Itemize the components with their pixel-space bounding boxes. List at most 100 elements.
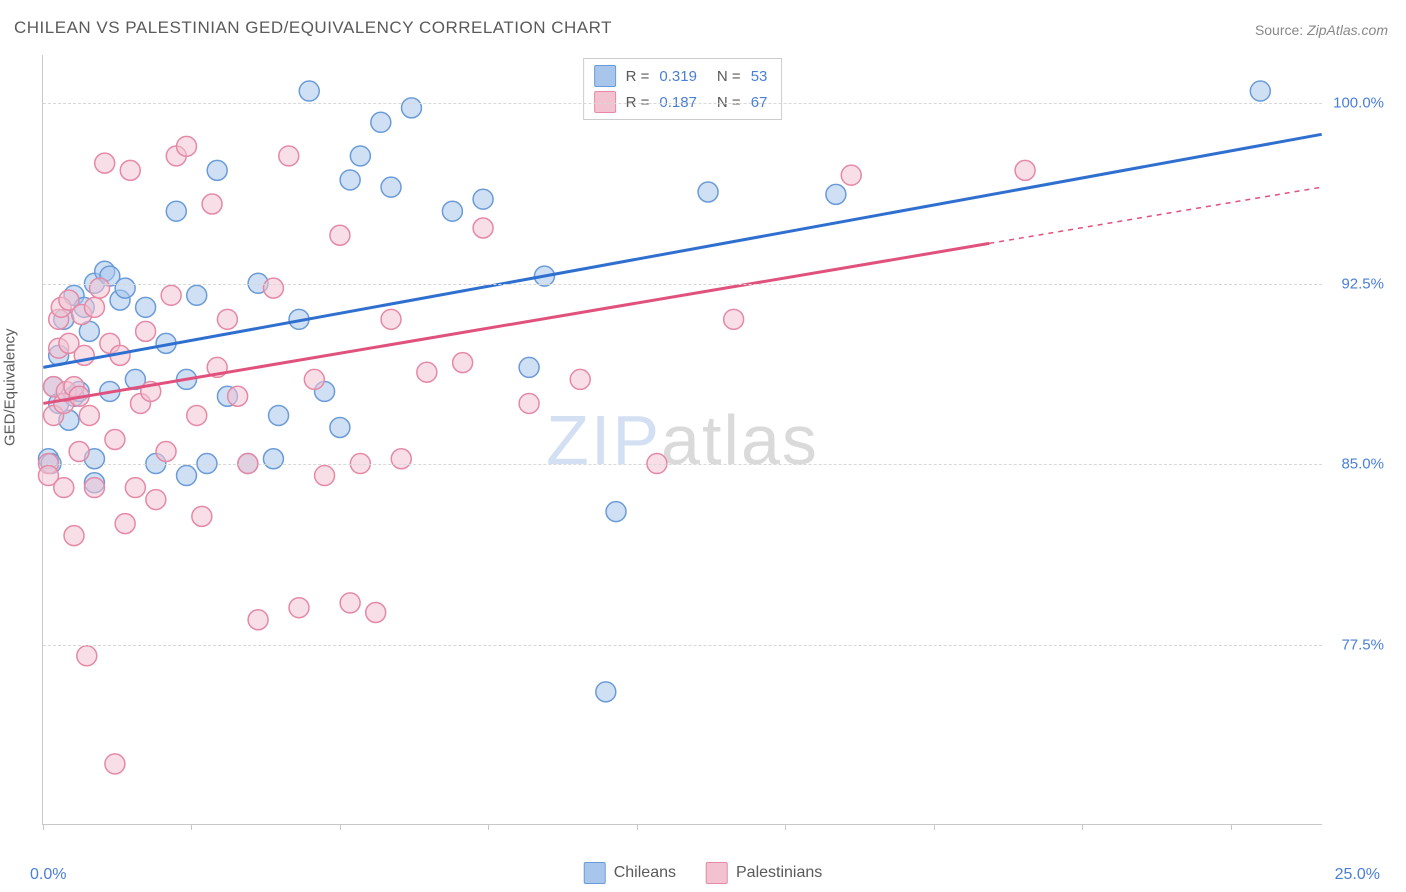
legend-series-label: Palestinians <box>736 864 822 882</box>
y-tick-label: 77.5% <box>1341 636 1384 653</box>
scatter-point <box>442 201 462 221</box>
scatter-point <box>304 369 324 389</box>
scatter-point <box>315 466 335 486</box>
scatter-point <box>330 225 350 245</box>
x-tick <box>191 824 192 830</box>
legend-swatch <box>706 862 728 884</box>
gridline <box>43 103 1322 104</box>
x-tick <box>785 824 786 830</box>
legend-swatch <box>594 91 616 113</box>
scatter-point <box>841 165 861 185</box>
scatter-point <box>105 430 125 450</box>
gridline <box>43 645 1322 646</box>
scatter-point <box>69 442 89 462</box>
scatter-point <box>366 603 386 623</box>
scatter-point <box>724 309 744 329</box>
legend-n-label: N = <box>717 68 741 85</box>
scatter-point <box>519 393 539 413</box>
scatter-point <box>330 417 350 437</box>
scatter-point <box>207 160 227 180</box>
scatter-point <box>299 81 319 101</box>
scatter-point <box>350 146 370 166</box>
legend-r-value: 0.319 <box>659 68 697 85</box>
scatter-point <box>453 353 473 373</box>
legend-swatch <box>584 862 606 884</box>
scatter-point <box>64 526 84 546</box>
x-tick <box>1082 824 1083 830</box>
x-tick <box>637 824 638 830</box>
scatter-point <box>202 194 222 214</box>
scatter-point <box>79 405 99 425</box>
y-axis-title: GED/Equivalency <box>2 328 19 446</box>
source-attribution: Source: ZipAtlas.com <box>1255 22 1388 38</box>
legend-series: ChileansPalestinians <box>584 862 823 884</box>
scatter-point <box>263 449 283 469</box>
scatter-point <box>1015 160 1035 180</box>
scatter-point <box>115 514 135 534</box>
legend-n-value: 67 <box>751 94 768 111</box>
y-tick-label: 85.0% <box>1341 456 1384 473</box>
scatter-point <box>120 160 140 180</box>
scatter-point <box>161 285 181 305</box>
trend-line-dashed <box>989 187 1321 243</box>
scatter-point <box>473 218 493 238</box>
plot-area: ZIPatlas R = 0.319N = 53R = 0.187N = 67 … <box>42 55 1322 825</box>
x-tick <box>934 824 935 830</box>
legend-r-value: 0.187 <box>659 94 697 111</box>
legend-r-label: R = <box>626 94 650 111</box>
scatter-point <box>596 682 616 702</box>
legend-n-value: 53 <box>751 68 768 85</box>
scatter-point <box>217 309 237 329</box>
scatter-point <box>371 112 391 132</box>
legend-r-label: R = <box>626 68 650 85</box>
scatter-point <box>269 405 289 425</box>
scatter-point <box>54 478 74 498</box>
scatter-point <box>192 506 212 526</box>
scatter-point <box>402 98 422 118</box>
source-prefix: Source: <box>1255 22 1307 38</box>
scatter-point <box>279 146 299 166</box>
scatter-point <box>77 646 97 666</box>
gridline <box>43 284 1322 285</box>
trend-line <box>43 134 1321 367</box>
scatter-point <box>105 754 125 774</box>
x-tick <box>488 824 489 830</box>
y-tick-label: 92.5% <box>1341 275 1384 292</box>
scatter-point <box>340 593 360 613</box>
scatter-point <box>289 598 309 618</box>
scatter-point <box>519 357 539 377</box>
scatter-point <box>146 490 166 510</box>
x-tick <box>43 824 44 830</box>
scatter-point <box>136 321 156 341</box>
scatter-point <box>136 297 156 317</box>
legend-stats: R = 0.319 N = 53 R = 0.187 N = 67 <box>583 58 783 120</box>
x-axis-max-label: 25.0% <box>1335 866 1380 884</box>
trend-line <box>43 243 989 403</box>
scatter-point <box>187 285 207 305</box>
scatter-point <box>84 478 104 498</box>
scatter-point <box>177 466 197 486</box>
x-tick <box>340 824 341 830</box>
scatter-point <box>228 386 248 406</box>
scatter-point <box>177 136 197 156</box>
gridline <box>43 464 1322 465</box>
scatter-point <box>340 170 360 190</box>
chart-title: CHILEAN VS PALESTINIAN GED/EQUIVALENCY C… <box>14 18 612 38</box>
scatter-point <box>84 297 104 317</box>
scatter-point <box>248 610 268 630</box>
scatter-point <box>570 369 590 389</box>
source-name: ZipAtlas.com <box>1307 22 1388 38</box>
legend-stats-row: R = 0.319 N = 53 <box>594 63 768 89</box>
x-tick <box>1231 824 1232 830</box>
scatter-point <box>417 362 437 382</box>
scatter-point <box>95 153 115 173</box>
scatter-point <box>606 502 626 522</box>
scatter-point <box>381 309 401 329</box>
scatter-svg <box>43 55 1322 824</box>
scatter-point <box>1250 81 1270 101</box>
scatter-point <box>187 405 207 425</box>
legend-series-item: Palestinians <box>706 862 822 884</box>
scatter-point <box>263 278 283 298</box>
legend-n-label: N = <box>717 94 741 111</box>
scatter-point <box>90 278 110 298</box>
